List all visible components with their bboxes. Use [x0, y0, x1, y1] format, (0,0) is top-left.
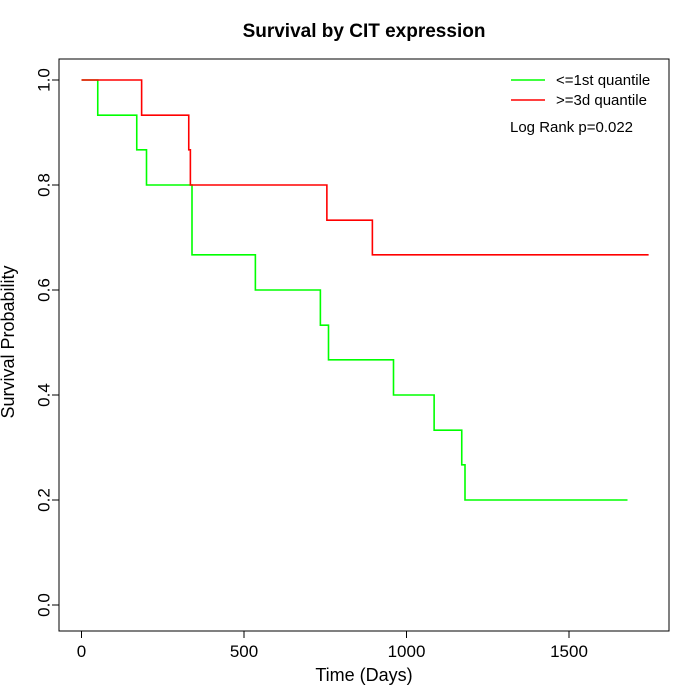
x-tick-label: 0: [77, 642, 86, 661]
y-tick-label: 0.4: [35, 383, 54, 407]
y-axis: 0.0 0.2 0.4 0.6 0.8 1.0: [35, 68, 60, 617]
y-axis-label: Survival Probability: [0, 265, 18, 418]
x-axis-label: Time (Days): [315, 665, 412, 685]
legend: <=1st quantile >=3d quantile: [511, 72, 650, 109]
x-tick-label: 500: [230, 642, 258, 661]
y-tick-label: 0.6: [35, 278, 54, 302]
legend-label-low-quantile: <=1st quantile: [556, 72, 650, 89]
log-rank-annotation: Log Rank p=0.022: [510, 119, 633, 136]
legend-label-high-quantile: >=3d quantile: [556, 92, 647, 109]
y-tick-label: 0.8: [35, 173, 54, 197]
series-layer: [81, 79, 649, 501]
x-axis: 0 500 1000 1500: [77, 630, 588, 661]
x-tick-label: 1000: [388, 642, 426, 661]
chart-title: Survival by CIT expression: [243, 21, 486, 42]
series-line-low-quantile: [81, 79, 628, 501]
x-tick-label: 1500: [550, 642, 588, 661]
plot-frame: [58, 58, 670, 632]
y-tick-label: 0.0: [35, 593, 54, 617]
y-tick-label: 1.0: [35, 68, 54, 92]
y-tick-label: 0.2: [35, 488, 54, 512]
series-line-high-quantile: [81, 79, 649, 256]
